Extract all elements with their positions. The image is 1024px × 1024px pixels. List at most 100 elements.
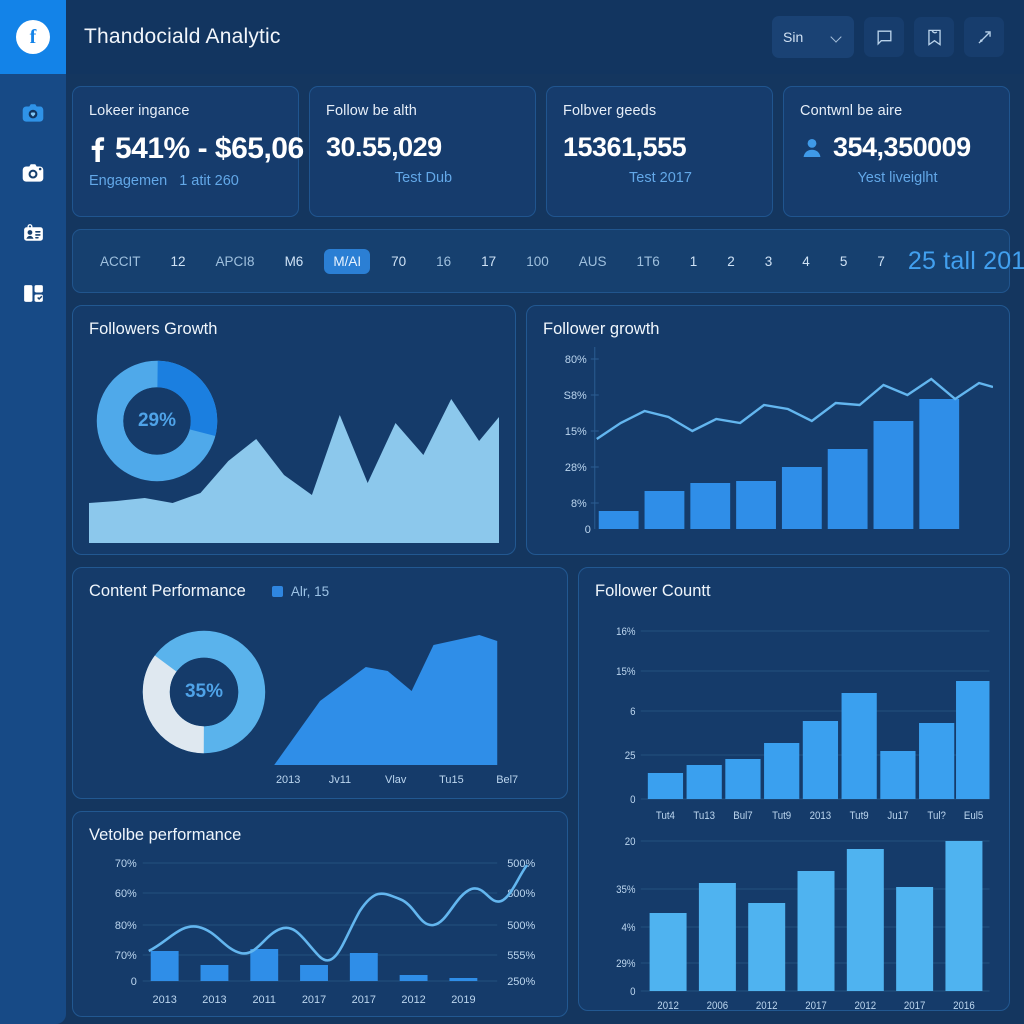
panel-row-2: Content Performance Alr, 15 2013 Jv11 Vl…	[72, 567, 1010, 1011]
kpi-label: Contwnl be aire	[800, 103, 903, 119]
area-series	[89, 399, 499, 543]
x-tick-label: Vlav	[385, 774, 407, 786]
filter-chip[interactable]: 12	[170, 253, 186, 269]
bar-series	[598, 399, 960, 529]
kpi-card-follower-feeds[interactable]: Folbver geeds 15361,555 Test 2017	[546, 86, 773, 217]
kpi-card-content-share[interactable]: Contwnl be aire 354,350009 Yest liveiglh…	[783, 86, 1010, 217]
kpi-sub-primary: Test Dub	[394, 170, 453, 186]
x-tick-label: 2017	[805, 1001, 827, 1011]
panel-followers-growth: Followers Growth	[72, 305, 516, 555]
filter-chip[interactable]: ACCIT	[100, 253, 141, 269]
kpi-card-engagement[interactable]: Lokeer ingance 541% - $65,06 Engagemen 1…	[72, 86, 304, 217]
share-icon	[977, 30, 991, 44]
filter-chip[interactable]: 1T6	[636, 253, 660, 269]
legend-label: Alr, 15	[290, 584, 330, 599]
panel-row-1: Followers Growth	[72, 305, 1010, 555]
x-tick-label: Tu15	[439, 774, 464, 786]
filter-chip[interactable]: 5	[839, 253, 848, 269]
x-tick-label: 2012	[657, 1001, 679, 1011]
y-tick-label-right: 250%	[507, 976, 535, 988]
x-tick-label: 2012	[401, 994, 425, 1006]
page-title: Thandociald Analytic	[84, 25, 281, 48]
x-tick-label: 2013	[810, 811, 832, 823]
share-icon-button[interactable]	[964, 17, 1004, 57]
filter-chip[interactable]: 1	[689, 253, 698, 269]
y-tick-label-left: 80%	[115, 920, 137, 932]
volume-performance-chart[interactable]: 70% 60% 80% 70% 0 500% 800% 500% 555% 25…	[89, 849, 551, 1013]
y-tick-label: 20	[625, 837, 636, 849]
kpi-value: 354,350009	[833, 132, 971, 162]
y-tick-label-left: 70%	[115, 858, 137, 870]
panel-title: Follower Countt	[595, 582, 711, 600]
sidebar-item-contact-card[interactable]	[13, 216, 53, 250]
x-tick-label: 2013	[152, 994, 176, 1006]
filter-chip[interactable]: 3	[764, 253, 773, 269]
y-tick-label: 8%	[571, 498, 587, 510]
logo-glyph: f	[16, 20, 50, 54]
filter-chip[interactable]: 7	[877, 253, 885, 269]
x-tick-label: Tut9	[850, 811, 869, 823]
donut-segment-secondary	[142, 630, 266, 754]
line-series	[148, 864, 529, 962]
y-tick-label-right: 500%	[507, 858, 535, 870]
filter-chip[interactable]: 16	[436, 253, 452, 269]
x-tick-label: 2017	[302, 994, 326, 1006]
app-logo[interactable]: f	[0, 0, 66, 74]
y-tick-label: 28%	[565, 462, 587, 474]
x-tick-label: Tut4	[656, 811, 675, 823]
follower-growth-chart[interactable]: 80% S8% 15% 28% 8% 0	[543, 343, 993, 541]
sidebar-item-camera[interactable]	[13, 156, 53, 190]
y-tick-label: 4%	[622, 923, 636, 935]
chart-legend: Alr, 15	[271, 584, 330, 599]
followers-growth-chart[interactable]: 29%	[89, 343, 499, 543]
dashboard-grid-icon	[23, 284, 43, 302]
filter-chip[interactable]: M6	[284, 253, 304, 269]
followers-growth-donut[interactable]: 29%	[95, 359, 219, 483]
panel-title: Followers Growth	[89, 320, 218, 338]
panel-content-performance: Content Performance Alr, 15 2013 Jv11 Vl…	[72, 567, 568, 799]
filter-range-label[interactable]: 25 tall 20121	[907, 246, 1024, 275]
x-tick-label: 2017	[352, 994, 376, 1006]
y-tick-label: 15%	[565, 426, 587, 438]
bookmark-icon-button[interactable]	[914, 17, 954, 57]
filter-chip[interactable]: APCI8	[215, 253, 255, 269]
x-tick-label: Tul?	[927, 811, 946, 823]
header-actions: Sin	[772, 16, 1024, 58]
filter-chip-active[interactable]: M/AI	[324, 248, 371, 274]
y-tick-label: 0	[630, 987, 636, 999]
filter-chip[interactable]: 2	[727, 253, 735, 269]
x-tick-label: Eul5	[964, 811, 984, 823]
y-tick-label: S8%	[564, 390, 587, 402]
sidebar-item-camera-active[interactable]	[13, 96, 53, 130]
line-series	[596, 377, 993, 440]
sidebar-item-dashboard-grid[interactable]	[13, 276, 53, 310]
chat-icon-button[interactable]	[864, 17, 904, 57]
app-header: f Thandociald Analytic Sin	[0, 0, 1024, 74]
y-tick-label-left: 60%	[115, 888, 137, 900]
panel-row-3: Vetolbe performance 70%	[72, 811, 1010, 1017]
x-tick-label: 2016	[953, 1001, 975, 1011]
follower-count-chart[interactable]: 16% 15% 6 25 0	[595, 605, 993, 1011]
dashboard-content: Lokeer ingance 541% - $65,06 Engagemen 1…	[66, 74, 1024, 1024]
area-series	[274, 635, 498, 765]
user-icon	[800, 136, 824, 160]
kpi-value: 541% - $65,06	[115, 132, 304, 165]
chat-icon	[876, 29, 892, 45]
content-performance-chart[interactable]: 2013 Jv11 Vlav Tu15 Bel7	[89, 605, 551, 791]
y-tick-label-left: 0	[131, 976, 137, 988]
filter-chip[interactable]: AUS	[578, 253, 607, 269]
content-performance-donut[interactable]: 35%	[141, 629, 267, 755]
filter-chip[interactable]: 100	[526, 253, 549, 269]
panel-title: Vetolbe performance	[89, 826, 242, 844]
filter-chip[interactable]: 4	[802, 253, 810, 269]
donut-segment-primary	[96, 360, 218, 482]
period-select[interactable]: Sin	[772, 16, 854, 58]
x-tick-label: 2012	[756, 1001, 778, 1011]
kpi-label: Lokeer ingance	[89, 103, 190, 119]
filter-chip[interactable]: 17	[481, 253, 497, 269]
x-tick-label: 2012	[855, 1001, 877, 1011]
kpi-card-follow-health[interactable]: Follow be alth 30.55,029 Test Dub	[309, 86, 536, 217]
y-tick-label: 25	[625, 751, 636, 763]
filter-chip[interactable]: 70	[391, 253, 407, 269]
